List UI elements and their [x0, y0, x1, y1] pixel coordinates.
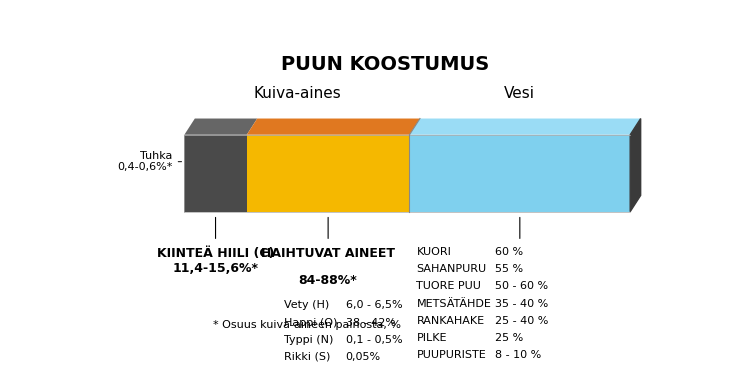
Text: 35 - 40 %: 35 - 40 % — [495, 299, 548, 309]
Text: 0,1 - 0,5%: 0,1 - 0,5% — [346, 335, 402, 345]
Text: PILKE: PILKE — [417, 333, 447, 343]
Bar — [184, 135, 247, 212]
Text: 0,05%: 0,05% — [346, 352, 381, 362]
Text: 84-88%*: 84-88%* — [299, 274, 357, 287]
Polygon shape — [630, 119, 641, 212]
Text: SAHANPURU: SAHANPURU — [417, 264, 487, 274]
Text: RANKAHAKE: RANKAHAKE — [417, 316, 484, 326]
Text: Vesi: Vesi — [505, 86, 535, 101]
Text: 25 - 40 %: 25 - 40 % — [495, 316, 548, 326]
Text: Happi (O): Happi (O) — [284, 318, 338, 328]
Text: PUUPURISTE: PUUPURISTE — [417, 350, 487, 360]
Text: HAIHTUVAT AINEET: HAIHTUVAT AINEET — [261, 247, 395, 260]
Text: 6,0 - 6,5%: 6,0 - 6,5% — [346, 300, 402, 310]
Text: Typpi (N): Typpi (N) — [284, 335, 334, 345]
Text: PUUN KOOSTUMUS: PUUN KOOSTUMUS — [281, 55, 490, 74]
Text: KUORI: KUORI — [417, 247, 451, 257]
Bar — [410, 135, 630, 212]
Text: METSÄTÄHDE: METSÄTÄHDE — [417, 299, 491, 309]
Text: 60 %: 60 % — [495, 247, 523, 257]
Text: KIINTEÄ HIILI (C)
11,4-15,6%*: KIINTEÄ HIILI (C) 11,4-15,6%* — [157, 247, 274, 275]
Text: 25 %: 25 % — [495, 333, 523, 343]
Text: 50 - 60 %: 50 - 60 % — [495, 281, 548, 291]
Text: Tuhka
0,4-0,6%*: Tuhka 0,4-0,6%* — [117, 151, 181, 172]
Polygon shape — [410, 119, 641, 135]
Text: * Osuus kuiva-aineen painosta, %: * Osuus kuiva-aineen painosta, % — [214, 320, 402, 330]
Text: 8 - 10 %: 8 - 10 % — [495, 350, 541, 360]
Text: TUORE PUU: TUORE PUU — [417, 281, 481, 291]
Polygon shape — [247, 119, 420, 135]
Polygon shape — [184, 119, 257, 135]
Text: Kuiva-aines: Kuiva-aines — [253, 86, 341, 101]
Text: Rikki (S): Rikki (S) — [284, 352, 331, 362]
Text: 38 - 42%: 38 - 42% — [346, 318, 396, 328]
Text: 55 %: 55 % — [495, 264, 523, 274]
Bar — [247, 135, 410, 212]
Text: Vety (H): Vety (H) — [284, 300, 329, 310]
